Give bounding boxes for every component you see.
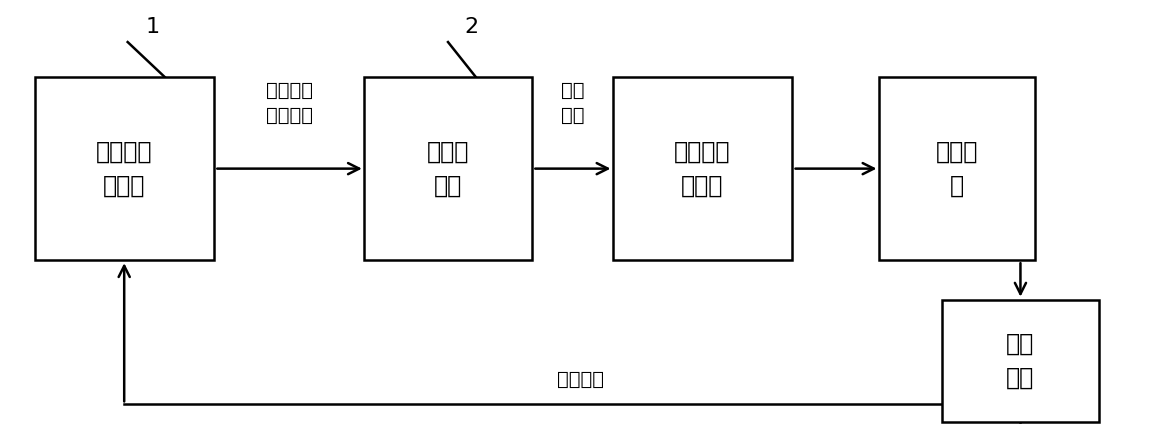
Text: 系统其他
组部件: 系统其他 组部件 [674, 140, 731, 198]
Text: 成像检
测: 成像检 测 [935, 140, 978, 198]
Text: 2: 2 [464, 17, 479, 37]
Bar [364, 77, 532, 260]
Text: 调节透镜
内部结构: 调节透镜 内部结构 [266, 81, 313, 125]
Bar [612, 77, 792, 260]
Bar [35, 77, 214, 260]
Text: 调节
相位: 调节 相位 [561, 81, 584, 125]
Text: 1: 1 [146, 17, 160, 37]
Text: 自共相
透镜: 自共相 透镜 [426, 140, 469, 198]
Text: 反馈信号: 反馈信号 [558, 370, 604, 389]
Text: 相位
反馈: 相位 反馈 [1006, 332, 1034, 389]
Bar [878, 77, 1035, 260]
Bar [942, 300, 1098, 422]
Text: 自共相控
制组件: 自共相控 制组件 [96, 140, 152, 198]
